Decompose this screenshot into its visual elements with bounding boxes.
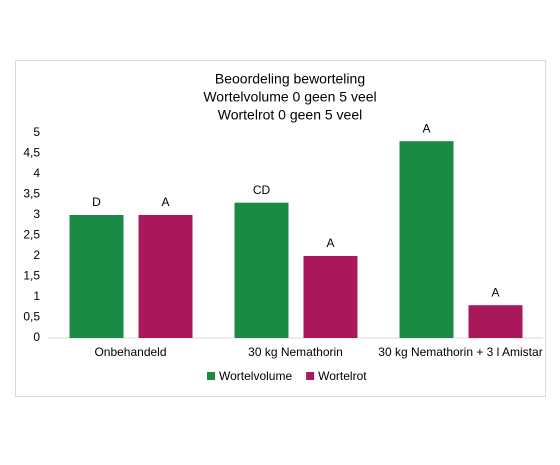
y-tick-label: 1,5: [23, 269, 40, 283]
y-tick-label: 2,5: [23, 228, 40, 242]
significance-label: A: [161, 195, 169, 209]
bar: [138, 215, 193, 338]
x-tick-label: 30 kg Nemathorin: [248, 345, 343, 359]
significance-label: A: [491, 285, 499, 299]
legend-label: Wortelvolume: [219, 369, 292, 383]
legend-swatch: [207, 372, 215, 380]
y-tick-label: 0: [33, 330, 40, 344]
y-tick-label: 0,5: [23, 310, 40, 324]
chart-title: Beoordeling beworteling: [215, 71, 365, 87]
y-tick-label: 4: [33, 166, 40, 180]
legend-label: Wortelrot: [318, 369, 367, 383]
y-tick-label: 3,5: [23, 187, 40, 201]
y-tick-label: 2: [33, 248, 40, 262]
bar: [399, 141, 454, 338]
chart-title: Wortelrot 0 geen 5 veel: [218, 107, 363, 123]
x-tick-label: Onbehandeld: [94, 345, 166, 359]
legend-swatch: [306, 372, 315, 380]
chart-title: Wortelvolume 0 geen 5 veel: [203, 89, 376, 105]
significance-label: D: [92, 195, 101, 209]
x-tick-label: 30 kg Nemathorin + 3 l Amistar: [378, 345, 542, 359]
significance-label: CD: [253, 183, 271, 197]
y-tick-label: 4,5: [23, 146, 40, 160]
bar: [234, 202, 289, 338]
bar: [303, 256, 358, 338]
y-tick-label: 3: [33, 207, 40, 221]
significance-label: A: [326, 236, 334, 250]
significance-label: A: [422, 121, 430, 135]
bar: [468, 305, 523, 338]
y-tick-label: 1: [33, 289, 40, 303]
y-tick-label: 5: [33, 125, 40, 139]
bar: [69, 215, 124, 338]
